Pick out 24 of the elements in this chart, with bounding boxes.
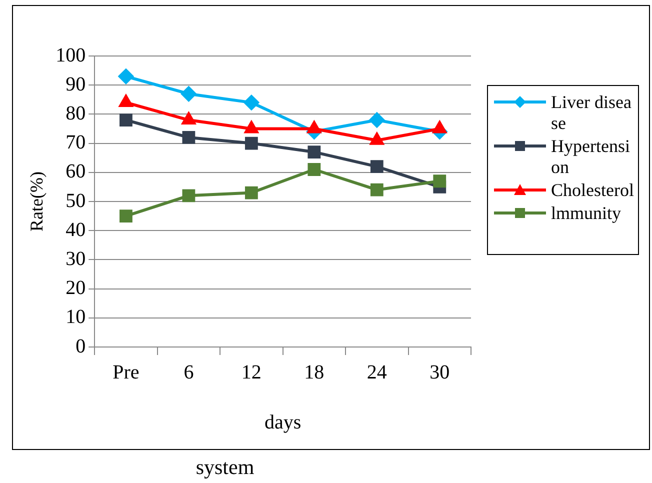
y-tick-label: 0: [76, 335, 86, 358]
y-tick-label: 90: [66, 73, 86, 96]
legend-label: Liver disease: [551, 92, 632, 134]
y-tick-label: 50: [66, 190, 86, 212]
legend-label: lmmunity: [551, 203, 622, 224]
x-axis-title: days: [264, 411, 302, 434]
y-tick-label: 80: [66, 102, 86, 124]
legend-label: Hypertension: [551, 136, 631, 178]
x-tick-label: 30: [430, 361, 450, 384]
y-axis-title: Rate(%): [26, 172, 47, 232]
x-tick-label: 18: [304, 361, 324, 384]
x-tick-label: Pre: [112, 361, 140, 384]
y-tick-label: 30: [66, 248, 86, 270]
y-tick-label: 100: [56, 44, 86, 66]
text: system: [194, 455, 256, 480]
y-tick-label: 20: [66, 277, 86, 300]
y-tick-label: 60: [66, 160, 86, 183]
legend-label: Cholesterol: [551, 180, 635, 201]
x-tick-label: 12: [241, 361, 262, 384]
y-tick-label: 10: [66, 306, 86, 328]
x-tick-label: 24: [366, 361, 387, 384]
x-tick-label: 6: [184, 361, 194, 384]
y-tick-label: 70: [66, 132, 86, 154]
y-tick-label: 40: [66, 218, 86, 241]
